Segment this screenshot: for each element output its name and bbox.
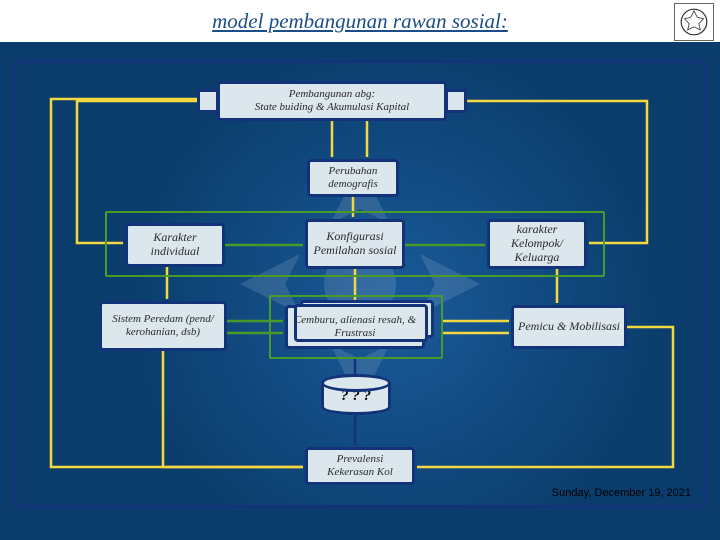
institution-logo — [674, 3, 714, 41]
node-text: State buiding & Akumulasi Kapital — [255, 101, 409, 113]
node-unknown: ? ? ? — [321, 377, 391, 415]
node-pembangunan: Pembangunan abg:State buiding & Akumulas… — [217, 81, 447, 121]
node-kelompok: karakter Kelompok/ Keluarga — [487, 219, 587, 269]
node-demografis: Perubahan demografis — [307, 159, 399, 197]
top-tab-right — [445, 89, 467, 113]
connectors — [17, 63, 709, 511]
node-text: Pembangunan abg: — [289, 88, 375, 100]
node-konfigurasi: Konfigurasi Pemilahan sosial — [305, 219, 405, 269]
header: model pembangunan rawan sosial: — [0, 0, 720, 44]
page-title: model pembangunan rawan sosial: — [212, 9, 508, 34]
node-peredam: Sistem Peredam (pend/ kerohanian, dsb) — [99, 301, 227, 351]
top-tab-left — [197, 89, 219, 113]
node-individual: Karakter individual — [125, 223, 225, 267]
node-pemicu: Pemicu & Mobilisasi — [511, 305, 627, 349]
date-stamp: Sunday, December 19, 2021 — [552, 487, 691, 499]
node-prevalensi: Prevalensi Kekerasan Kol — [305, 447, 415, 485]
diagram-canvas: Pembangunan abg:State buiding & Akumulas… — [14, 60, 706, 508]
node-cemburu: Cemburu, alienasi resah, & Frustrasi — [285, 305, 425, 349]
